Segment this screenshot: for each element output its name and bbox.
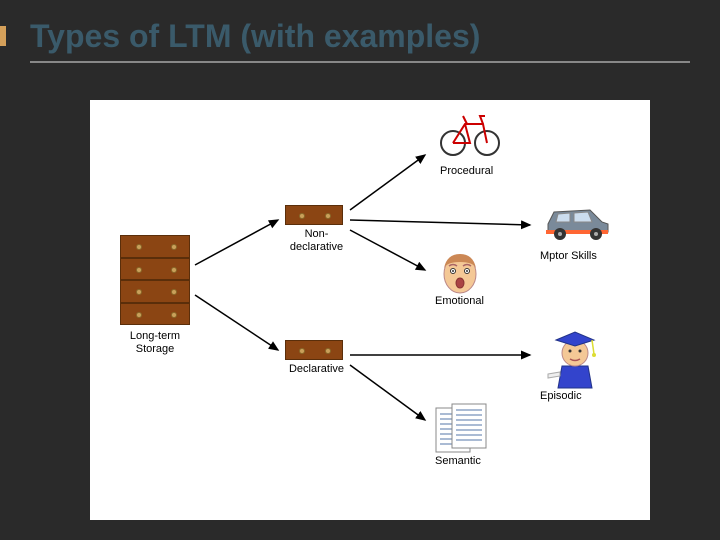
graduate-icon: [538, 318, 608, 395]
dresser-long-term: [120, 235, 190, 325]
label-episodic: Episodic: [540, 390, 582, 403]
title-bar: Types of LTM (with examples): [30, 18, 690, 63]
label-motor-skills: Mptor Skills: [540, 250, 597, 263]
diagram-area: Long-termStorage Non-declarative Declara…: [90, 100, 650, 520]
label-emotional: Emotional: [435, 295, 484, 308]
label-semantic: Semantic: [435, 455, 481, 468]
slide: Types of LTM (with examples) Long-termSt…: [0, 0, 720, 540]
drawer-declarative: [285, 340, 343, 360]
label-procedural: Procedural: [440, 165, 493, 178]
label-non-declarative: Non-declarative: [280, 228, 353, 254]
face-icon: [435, 248, 485, 301]
bicycle-icon: [435, 108, 505, 163]
drawer-non-declarative: [285, 205, 343, 225]
accent-bar: [0, 26, 6, 46]
label-declarative: Declarative: [280, 363, 353, 376]
car-icon: [540, 200, 615, 247]
page-title: Types of LTM (with examples): [30, 18, 690, 55]
papers-icon: [430, 400, 492, 461]
label-long-term-storage: Long-termStorage: [115, 330, 195, 356]
